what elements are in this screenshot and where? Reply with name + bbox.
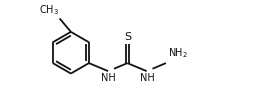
Text: CH$_3$: CH$_3$ xyxy=(39,4,59,17)
Text: NH: NH xyxy=(101,73,116,83)
Text: NH: NH xyxy=(140,73,154,83)
Text: NH$_2$: NH$_2$ xyxy=(168,46,188,60)
Text: S: S xyxy=(124,32,131,42)
